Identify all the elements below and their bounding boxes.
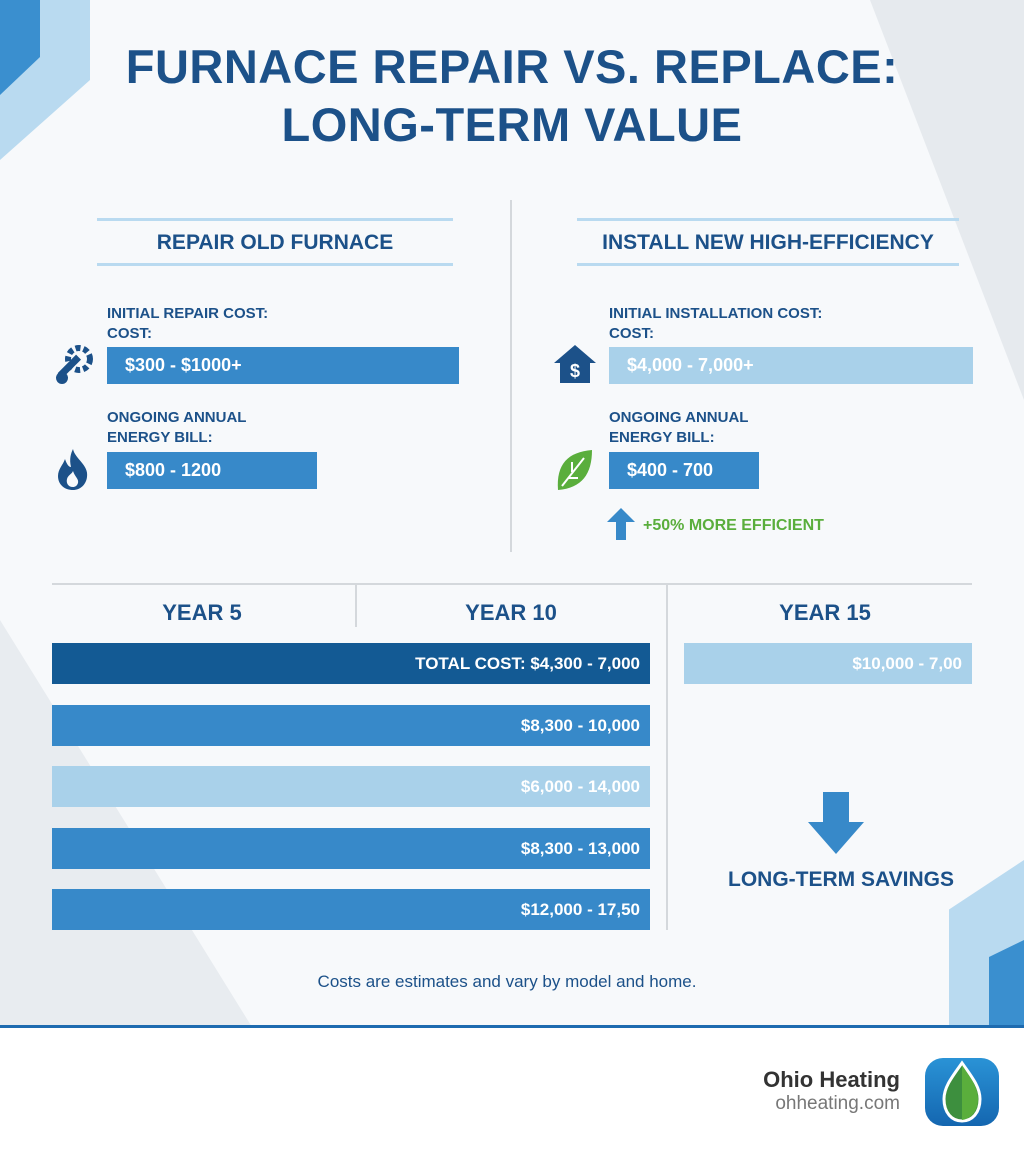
svg-text:$: $ xyxy=(570,361,580,381)
year-5-header: YEAR 5 xyxy=(162,600,242,625)
tools-icon xyxy=(56,345,93,384)
replace-initial-cost-bar: $4,000 - 7,000+ xyxy=(609,347,973,384)
cost-row: $12,000 - 17,50 xyxy=(52,889,650,930)
repair-initial-cost-bar: $300 - $1000+ xyxy=(107,347,459,384)
divider xyxy=(510,200,512,552)
divider xyxy=(355,585,357,627)
brand-url[interactable]: ohheating.com xyxy=(775,1093,900,1114)
footer xyxy=(0,1025,1024,1154)
cost-row: $8,300 - 13,000 xyxy=(52,828,650,869)
replace-energy-bar: $400 - 700 xyxy=(609,452,759,489)
arrow-down-icon xyxy=(808,792,864,854)
title-line: LONG-TERM VALUE xyxy=(281,98,743,151)
brand-logo-icon xyxy=(925,1058,999,1126)
page-title: FURNACE REPAIR VS. REPLACE: LONG-TERM VAL… xyxy=(0,38,1024,154)
arrow-up-icon xyxy=(607,508,635,540)
year-10-header: YEAR 10 xyxy=(465,600,557,625)
repair-energy-label: ONGOING ANNUAL ENERGY BILL: xyxy=(107,409,247,446)
replace-heading: INSTALL NEW HIGH-EFFICIENCY xyxy=(577,218,959,266)
title-line: FURNACE REPAIR VS. REPLACE: xyxy=(125,40,899,93)
year-15-cost-bar: $10,000 - 7,00 xyxy=(684,643,972,684)
initial-repair-label: INITIAL REPAIR COST: COST: xyxy=(107,305,269,342)
cost-row: $6,000 - 14,000 xyxy=(52,766,650,807)
divider xyxy=(52,583,972,585)
repair-energy-bar: $800 - 1200 xyxy=(107,452,317,489)
replace-energy-label: ONGOING ANNUAL ENERGY BILL: xyxy=(609,409,749,446)
repair-heading: REPAIR OLD FURNACE xyxy=(97,218,453,266)
flame-icon xyxy=(58,449,88,490)
initial-install-label: INITIAL INSTALLATION COST: COST: xyxy=(609,305,823,342)
savings-label: LONG-TERM SAVINGS xyxy=(728,868,954,891)
cost-row: TOTAL COST: $4,300 - 7,000 xyxy=(52,643,650,684)
house-dollar-icon: $ xyxy=(554,345,596,383)
year-15-header: YEAR 15 xyxy=(779,600,871,625)
cost-row: $8,300 - 10,000 xyxy=(52,705,650,746)
leaf-icon xyxy=(557,450,592,490)
brand-text: Ohio Heating ohheating.com xyxy=(763,1067,900,1115)
divider xyxy=(666,585,668,930)
footnote: Costs are estimates and vary by model an… xyxy=(317,972,697,991)
efficiency-note: +50% MORE EFFICIENT xyxy=(643,517,824,534)
brand-name: Ohio Heating xyxy=(763,1067,900,1092)
corner-decoration xyxy=(989,940,1024,1025)
